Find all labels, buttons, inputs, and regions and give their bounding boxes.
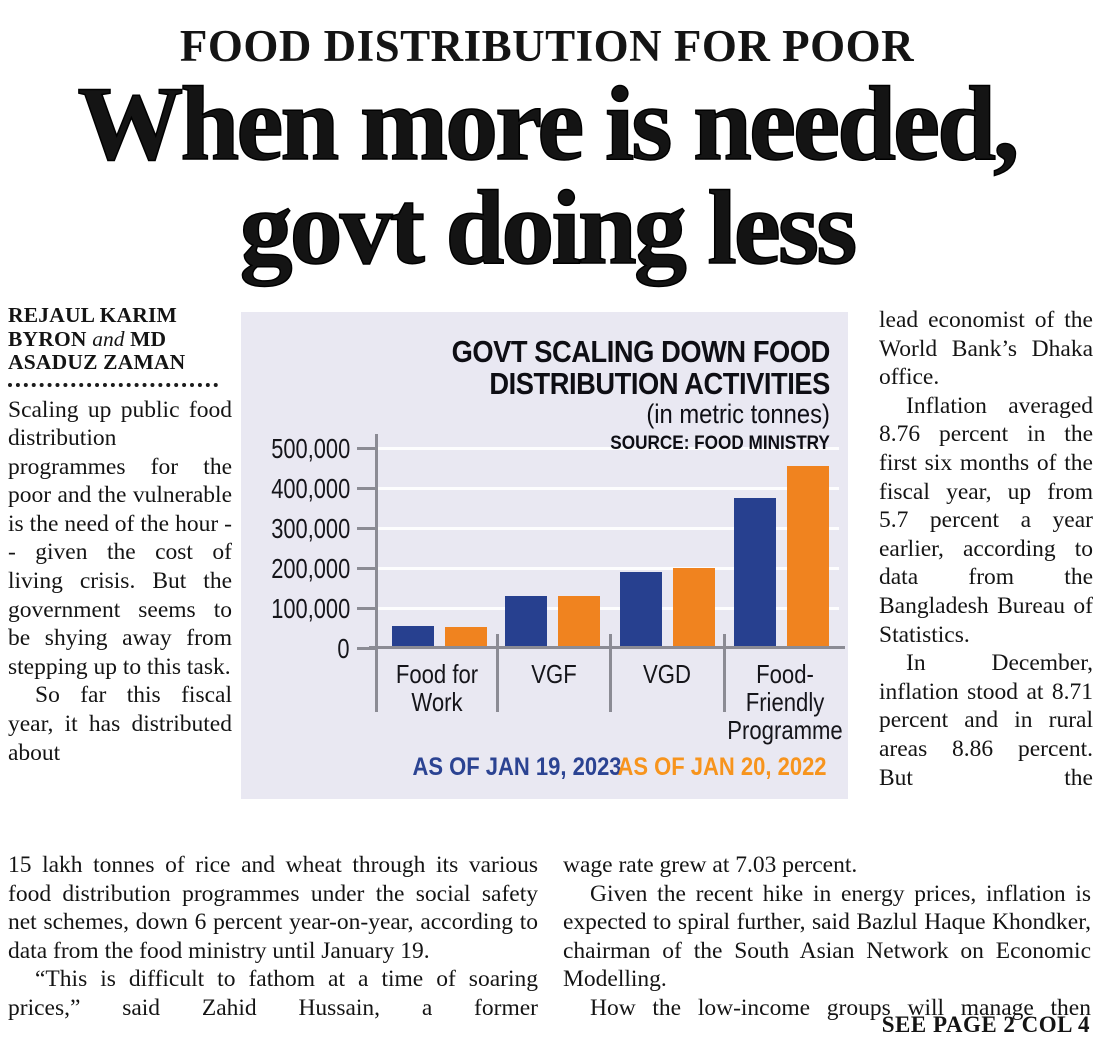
body-paragraph: How the low-income groups will manage th… xyxy=(590,994,1091,1021)
kicker: FOOD DISTRIBUTION FOR POOR xyxy=(179,21,915,71)
jump-line: SEE PAGE 2 COL 4 xyxy=(881,1012,1090,1037)
bar-series2-cat3 xyxy=(673,568,715,646)
body-paragraph: Inflation averaged 8.76 percent in the f… xyxy=(879,392,1093,648)
body-paragraph: wage rate grew at 7.03 percent. xyxy=(563,852,858,878)
byline-and: and xyxy=(92,326,125,351)
x-axis-label: VGD xyxy=(643,659,691,689)
byline-divider xyxy=(8,382,218,387)
gridline xyxy=(377,526,839,530)
gridline xyxy=(377,486,839,490)
bar-series2-cat2 xyxy=(558,596,600,646)
chart-subtitle: (in metric tonnes) xyxy=(646,399,830,429)
y-tick xyxy=(357,607,377,610)
chart-title: GOVT SCALING DOWN FOOD DISTRIBUTION ACTI… xyxy=(451,334,831,455)
body-paragraph: So far this fiscal year, it has distribu… xyxy=(8,682,232,766)
bottom-left-column: 15 lakh tonnes of rice and wheat through… xyxy=(8,851,538,1023)
bar-series1-cat2 xyxy=(505,596,547,646)
x-axis-label: Food- Friendly Programme xyxy=(726,659,843,745)
y-tick xyxy=(357,647,377,650)
y-axis-label: 400,000 xyxy=(271,473,350,504)
byline-line-1: REJAUL KARIM xyxy=(8,303,178,327)
body-paragraph: 15 lakh tonnes of rice and wheat through… xyxy=(8,852,538,964)
gridline xyxy=(377,446,839,450)
body-paragraph: “This is difficult to fathom at a time o… xyxy=(8,966,538,1021)
y-tick xyxy=(357,527,377,530)
gridline xyxy=(377,566,839,570)
left-column: REJAUL KARIM BYRON and MD ASADUZ ZAMAN S… xyxy=(8,303,232,767)
gridline xyxy=(377,606,839,610)
byline-line-3: ASADUZ ZAMAN xyxy=(8,350,186,374)
bar-series1-cat3 xyxy=(620,572,662,646)
y-axis-label: 100,000 xyxy=(271,593,350,624)
byline-name: BYRON xyxy=(8,326,87,351)
chart-panel: 500,000 400,000 300,000 200,000 100,000 0 Food… xyxy=(241,312,848,799)
y-axis-label: 300,000 xyxy=(271,513,350,544)
chart-title-line-1: GOVT SCALING DOWN FOOD xyxy=(451,334,831,369)
bar-series2-cat1 xyxy=(445,627,487,646)
bar-series1-cat4 xyxy=(734,498,776,646)
byline: REJAUL KARIM BYRON and MD ASADUZ ZAMAN xyxy=(8,303,232,375)
chart-source: SOURCE: FOOD MINISTRY xyxy=(610,432,830,454)
headline-line-2: govt doing less xyxy=(239,169,858,286)
category-divider xyxy=(723,634,726,712)
headline: When more is needed, govt doing less xyxy=(0,65,1094,286)
bar-series2-cat4 xyxy=(787,466,829,646)
body-paragraph: lead economist of the World Bank’s Dhaka… xyxy=(879,307,1093,391)
body-paragraph: In December, inflation stood at 8.71 per… xyxy=(879,650,1093,791)
byline-name: MD xyxy=(130,326,167,351)
category-divider xyxy=(496,634,499,712)
x-axis-label: VGF xyxy=(530,659,577,689)
right-column: lead economist of the World Bank’s Dhaka… xyxy=(879,306,1093,792)
bar-series1-cat1 xyxy=(392,626,434,646)
x-axis-label: Food for Work xyxy=(395,659,479,717)
y-tick xyxy=(357,487,377,490)
x-axis-line xyxy=(369,646,845,649)
legend-item-1: AS OF JAN 19, 2023 xyxy=(412,753,622,781)
y-axis-label: 500,000 xyxy=(271,433,350,464)
y-axis-label: 0 xyxy=(337,633,350,664)
body-paragraph: Given the recent hike in energy prices, … xyxy=(563,880,1091,993)
chart-title-line-2: DISTRIBUTION ACTIVITIES xyxy=(489,366,831,401)
y-tick xyxy=(357,447,377,450)
y-tick xyxy=(357,567,377,570)
headline-line-1: When more is needed, xyxy=(77,65,1021,182)
legend-item-2: AS OF JAN 20, 2022 xyxy=(617,753,827,781)
chart-plot: 500,000 400,000 300,000 200,000 100,000 0 Food… xyxy=(241,312,848,799)
y-axis-line xyxy=(375,434,378,712)
y-axis-label: 200,000 xyxy=(271,553,350,584)
bottom-right-column: wage rate grew at 7.03 percent. Given th… xyxy=(563,851,1091,1023)
body-paragraph: Scaling up public food distribution prog… xyxy=(8,396,232,680)
byline-line-2: BYRON and MD xyxy=(8,326,232,352)
category-divider xyxy=(609,634,612,712)
